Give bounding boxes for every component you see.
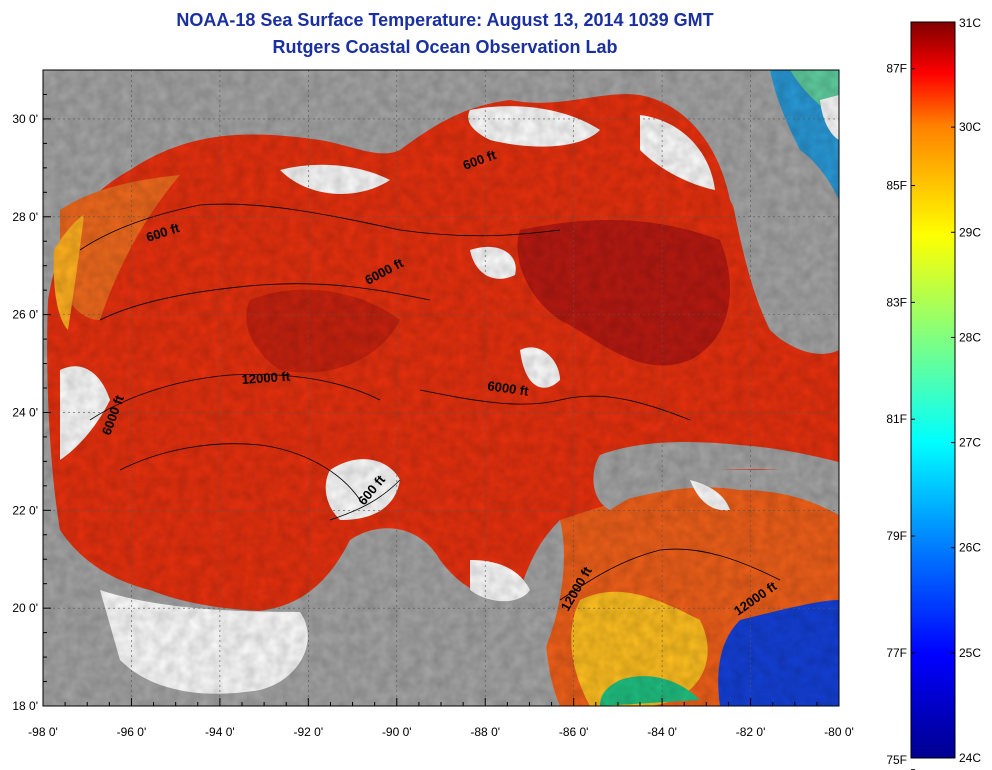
x-tick-label: -86 0'	[559, 725, 589, 739]
y-tick-label: 28 0'	[12, 210, 38, 224]
colorbar-celsius-label: 25C	[959, 646, 981, 660]
y-tick-label: 22 0'	[12, 503, 38, 517]
x-tick-label: -84 0'	[647, 725, 677, 739]
x-tick-label: -88 0'	[470, 725, 500, 739]
map-title: NOAA-18 Sea Surface Temperature: August …	[176, 10, 714, 30]
x-tick-label: -92 0'	[294, 725, 324, 739]
graticule	[43, 70, 839, 706]
contour-label-5: 6000 ft	[487, 378, 531, 399]
y-tick-label: 26 0'	[12, 308, 38, 322]
y-tick-label: 20 0'	[12, 601, 38, 615]
colorbar-celsius-label: 27C	[959, 436, 981, 450]
x-tick-label: -80 0'	[824, 725, 854, 739]
colorbar-celsius-label: 29C	[959, 225, 981, 239]
colorbar-fahrenheit-label: 81F	[886, 412, 907, 426]
y-tick-label: 18 0'	[12, 699, 38, 713]
colorbar-celsius-label: 28C	[959, 330, 981, 344]
colorbar-celsius-label: 30C	[959, 120, 981, 134]
colorbar-fahrenheit-label: 87F	[886, 62, 907, 76]
colorbar-celsius-label: 31C	[959, 16, 981, 30]
axis-ticks: -98 0' -96 0' -94 0' -92 0' -90 0' -88 0' -86 …	[12, 93, 854, 739]
y-tick-label: 24 0'	[12, 405, 38, 419]
y-tick-label: 30 0'	[12, 112, 38, 126]
colorbar-celsius-label: 26C	[959, 541, 981, 555]
colorbar-celsius-label: 24C	[959, 751, 981, 765]
bathymetry-contours	[79, 203, 781, 601]
colorbar-fahrenheit-label: 85F	[886, 179, 907, 193]
colorbar: 31C 30C 29C 28C 27C 26C 25C 24C 87F 85F 83F 81F 79F 7…	[886, 16, 981, 770]
x-tick-label: -98 0'	[28, 725, 58, 739]
x-tick-label: -82 0'	[736, 725, 766, 739]
x-tick-label: -96 0'	[117, 725, 147, 739]
colorbar-gradient	[910, 21, 956, 759]
x-tick-label: -94 0'	[205, 725, 235, 739]
colorbar-fahrenheit-label: 77F	[886, 646, 907, 660]
map-subtitle: Rutgers Coastal Ocean Observation Lab	[272, 37, 618, 57]
colorbar-fahrenheit-label: 83F	[886, 295, 907, 309]
colorbar-fahrenheit-label: 75F	[886, 753, 907, 767]
sst-texture	[43, 70, 839, 706]
x-tick-label: -90 0'	[382, 725, 412, 739]
map-plot	[43, 70, 839, 706]
colorbar-fahrenheit-label: 79F	[886, 529, 907, 543]
contour-label-4: 12000 ft	[241, 369, 291, 387]
